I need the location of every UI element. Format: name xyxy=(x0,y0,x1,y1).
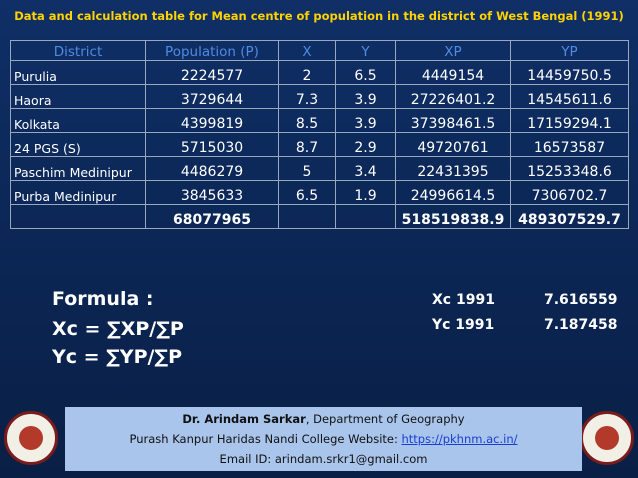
value-cell: 27226401.2 xyxy=(395,84,511,109)
value-cell: 3.9 xyxy=(335,108,396,133)
header-cell: District xyxy=(10,40,146,61)
value-cell: 3.4 xyxy=(335,156,396,181)
title: Data and calculation table for Mean cent… xyxy=(14,9,624,23)
value-cell: 6.5 xyxy=(335,60,396,85)
result-label: Xc 1991 xyxy=(432,292,495,308)
total-cell: 518519838.9 xyxy=(395,204,511,229)
result-value: 7.187458 xyxy=(544,317,618,333)
value-cell: 14459750.5 xyxy=(510,60,629,85)
header-cell: X xyxy=(278,40,336,61)
value-cell: 6.5 xyxy=(278,180,336,205)
formula-yc: Yc = ∑YP/∑P xyxy=(52,346,182,368)
value-cell: 4399819 xyxy=(145,108,279,133)
college: Purash Kanpur Haridas Nandi College Webs… xyxy=(129,432,402,446)
value-cell: 3845633 xyxy=(145,180,279,205)
value-cell: 1.9 xyxy=(335,180,396,205)
value-cell: 17159294.1 xyxy=(510,108,629,133)
district-cell: 24 PGS (S) xyxy=(10,132,146,157)
empty-cell xyxy=(10,204,146,229)
value-cell: 8.7 xyxy=(278,132,336,157)
district-cell: Purba Medinipur xyxy=(10,180,146,205)
website-link[interactable]: https://pkhnm.ac.in/ xyxy=(401,432,518,446)
value-cell: 14545611.6 xyxy=(510,84,629,109)
empty-cell xyxy=(278,204,336,229)
district-cell: Purulia xyxy=(10,60,146,85)
table-row: Kolkata 4399819 8.5 3.9 37398461.5 17159294.1 xyxy=(10,108,629,133)
value-cell: 7.3 xyxy=(278,84,336,109)
table-row: Haora 3729644 7.3 3.9 27226401.2 14545611.6 xyxy=(10,84,629,109)
formula-xc: Xc = ∑XP/∑P xyxy=(52,318,184,340)
value-cell: 3.9 xyxy=(335,84,396,109)
value-cell: 2.9 xyxy=(335,132,396,157)
value-cell: 4449154 xyxy=(395,60,511,85)
value-cell: 5715030 xyxy=(145,132,279,157)
header-cell: XP xyxy=(395,40,511,61)
formula-heading: Formula : xyxy=(52,288,154,310)
email: Email ID: arindam.srkr1@gmail.com xyxy=(219,452,428,466)
value-cell: 49720761 xyxy=(395,132,511,157)
table-row: 24 PGS (S) 5715030 8.7 2.9 49720761 16573587 xyxy=(10,132,629,157)
value-cell: 24996614.5 xyxy=(395,180,511,205)
value-cell: 15253348.6 xyxy=(510,156,629,181)
empty-cell xyxy=(335,204,396,229)
value-cell: 5 xyxy=(278,156,336,181)
result-label: Yc 1991 xyxy=(432,317,495,333)
total-cell: 489307529.7 xyxy=(510,204,629,229)
value-cell: 2 xyxy=(278,60,336,85)
total-cell: 68077965 xyxy=(145,204,279,229)
value-cell: 8.5 xyxy=(278,108,336,133)
logo xyxy=(4,411,58,465)
department: , Department of Geography xyxy=(305,412,465,426)
value-cell: 37398461.5 xyxy=(395,108,511,133)
total-row: 68077965 518519838.9 489307529.7 xyxy=(10,204,629,229)
table-row: Paschim Medinipur 4486279 5 3.4 22431395 1525… xyxy=(10,156,629,181)
data-table: District Population (P) X Y XP YP Purulia 22245… xyxy=(10,40,629,229)
header-cell: YP xyxy=(510,40,629,61)
district-cell: Paschim Medinipur xyxy=(10,156,146,181)
value-cell: 22431395 xyxy=(395,156,511,181)
table-row: Purba Medinipur 3845633 6.5 1.9 24996614.5 73… xyxy=(10,180,629,205)
district-cell: Haora xyxy=(10,84,146,109)
value-cell: 4486279 xyxy=(145,156,279,181)
table-row: Purulia 2224577 2 6.5 4449154 14459750.5 xyxy=(10,60,629,85)
footer: Dr. Arindam Sarkar, Department of Geogra… xyxy=(65,407,582,471)
header-cell: Y xyxy=(335,40,396,61)
result-value: 7.616559 xyxy=(544,292,618,308)
author-name: Dr. Arindam Sarkar xyxy=(182,412,306,426)
logo xyxy=(580,411,634,465)
value-cell: 16573587 xyxy=(510,132,629,157)
value-cell: 7306702.7 xyxy=(510,180,629,205)
header-cell: Population (P) xyxy=(145,40,279,61)
value-cell: 3729644 xyxy=(145,84,279,109)
header-row: District Population (P) X Y XP YP xyxy=(10,40,629,61)
district-cell: Kolkata xyxy=(10,108,146,133)
value-cell: 2224577 xyxy=(145,60,279,85)
